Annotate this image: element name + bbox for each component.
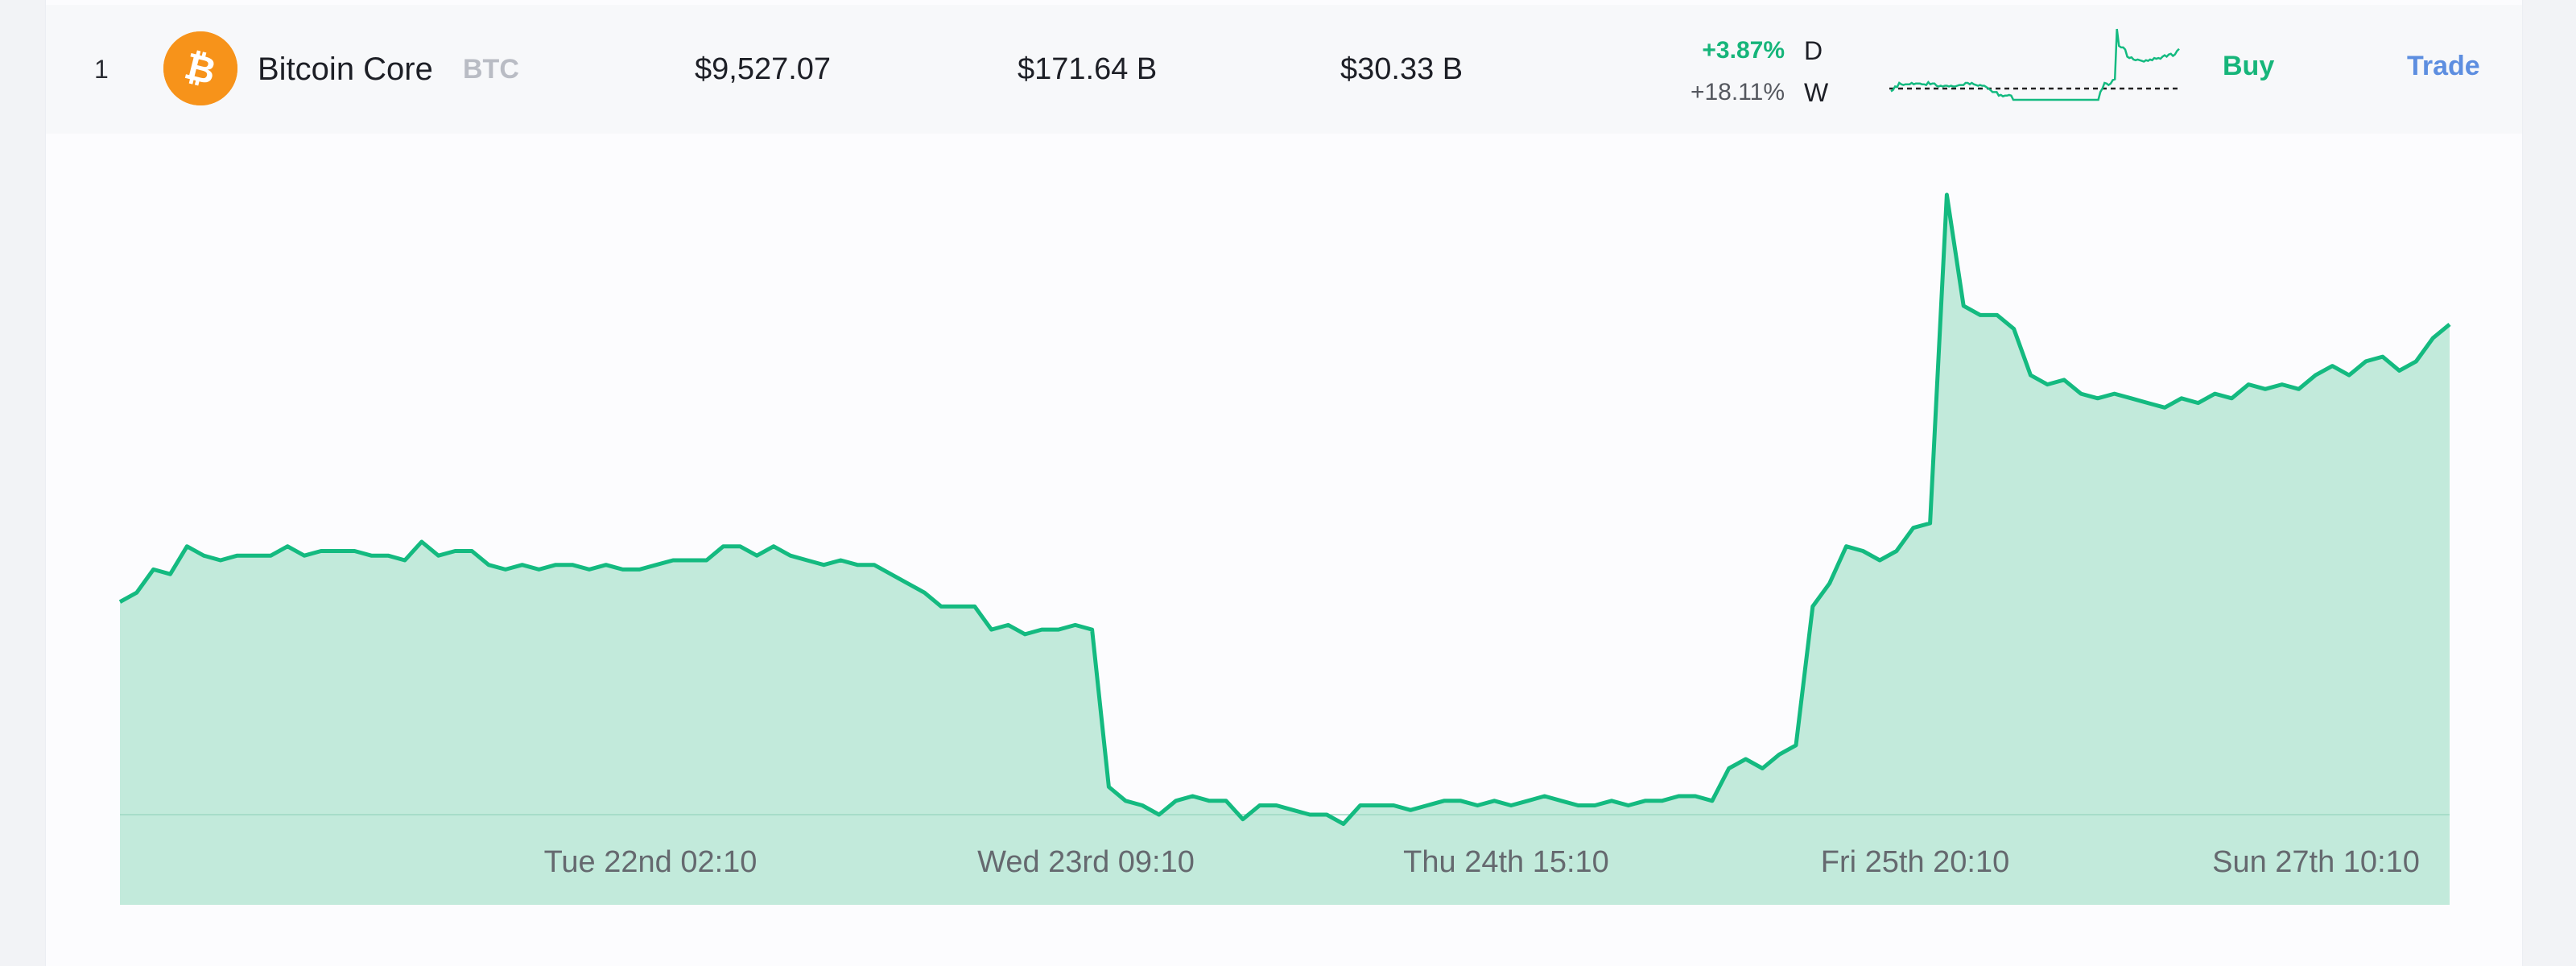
trade-button[interactable]: Trade (2407, 50, 2480, 81)
chart-line (118, 192, 2451, 826)
crypto-card: 1 ₿ Bitcoin Core BTC $9,527.07 $171.64 B… (46, 0, 2522, 966)
x-tick-label: Fri 25th 20:10 (1821, 845, 2009, 879)
buy-button[interactable]: Buy (2223, 50, 2275, 81)
x-tick-label: Sun 27th 10:10 (2212, 845, 2420, 879)
bitcoin-icon: ₿ (163, 31, 237, 105)
coin-volume: $30.33 B (1340, 52, 1463, 86)
coin-rank: 1 (94, 54, 109, 84)
coin-row[interactable]: 1 ₿ Bitcoin Core BTC $9,527.07 $171.64 B… (46, 5, 2522, 134)
change-day-line: +3.87% D (1688, 31, 1823, 71)
change-week-label: W (1804, 77, 1829, 107)
x-tick-label: Wed 23rd 09:10 (977, 845, 1195, 879)
x-tick-label: Tue 22nd 02:10 (544, 845, 758, 879)
change-stack: +3.87% D +18.11% W (1688, 27, 1833, 116)
coin-name[interactable]: Bitcoin Core (258, 51, 433, 87)
coin-symbol: BTC (463, 53, 519, 85)
change-week-value: +18.11% (1690, 79, 1785, 105)
coin-market-cap: $171.64 B (1018, 52, 1158, 86)
chart-area (120, 195, 2450, 905)
change-day-label: D (1804, 35, 1823, 65)
x-tick-label: Thu 24th 15:10 (1403, 845, 1609, 879)
logo-circle (163, 31, 237, 105)
change-day-value: +3.87% (1702, 37, 1785, 64)
change-week-line: +18.11% W (1688, 72, 1828, 113)
sparkline-line (1890, 28, 2180, 101)
price-chart[interactable]: Tue 22nd 02:10 Wed 23rd 09:10 Thu 24th 1… (46, 134, 2522, 966)
sparkline (1889, 28, 2180, 101)
coin-price: $9,527.07 (695, 52, 832, 86)
bitcoin-logo-svg: ₿ (163, 31, 237, 105)
